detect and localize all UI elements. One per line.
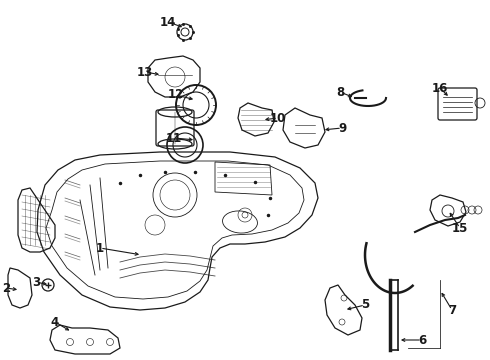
Text: 14: 14 [160, 15, 176, 28]
Text: 15: 15 [452, 221, 468, 234]
Text: 1: 1 [96, 242, 104, 255]
Text: 2: 2 [2, 282, 10, 294]
Text: 8: 8 [336, 85, 344, 99]
Text: 10: 10 [270, 112, 286, 125]
Text: 9: 9 [338, 122, 346, 135]
Text: 7: 7 [448, 303, 456, 316]
Text: 3: 3 [32, 275, 40, 288]
Text: 5: 5 [361, 298, 369, 311]
Text: 16: 16 [432, 81, 448, 94]
Text: 12: 12 [168, 89, 184, 102]
Text: 6: 6 [418, 333, 426, 346]
Text: 13: 13 [137, 66, 153, 78]
Text: 4: 4 [51, 315, 59, 328]
Text: 11: 11 [166, 131, 182, 144]
